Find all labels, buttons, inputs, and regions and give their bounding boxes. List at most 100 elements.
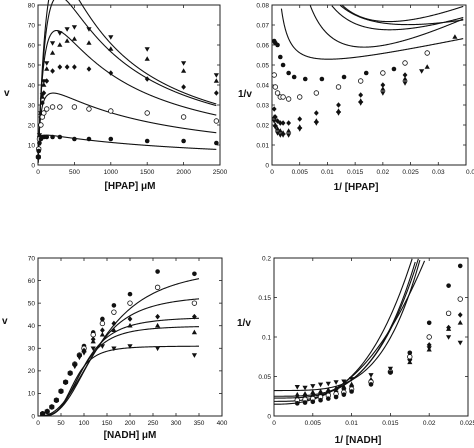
series-circle: [36, 134, 219, 160]
data-point: [213, 73, 219, 78]
data-point: [310, 399, 316, 405]
y-tick-label: 0.04: [256, 82, 269, 89]
y-tick-label: 10: [28, 142, 36, 149]
panel-0-ylabel: v: [4, 88, 10, 99]
data-point: [446, 283, 451, 288]
data-point: [127, 316, 133, 322]
y-tick-label: 20: [28, 122, 36, 129]
data-point: [191, 300, 198, 306]
x-tick-label: 0: [36, 420, 40, 427]
y-tick-label: 0.05: [256, 62, 269, 69]
data-point: [214, 140, 219, 146]
panel-3-ylabel: 1/v: [237, 318, 251, 329]
data-point: [144, 110, 150, 116]
data-point: [452, 34, 458, 39]
data-point: [341, 74, 347, 80]
x-tick-label: 1500: [140, 169, 155, 176]
data-point: [349, 381, 355, 387]
data-point: [317, 382, 324, 388]
data-point: [57, 31, 63, 36]
data-point: [349, 389, 354, 394]
x-tick-label: 1000: [104, 169, 119, 176]
data-point: [424, 50, 430, 56]
data-point: [57, 104, 63, 110]
fitted-curve: [38, 326, 200, 417]
data-point: [53, 398, 59, 403]
x-tick-label: 0.03: [432, 169, 445, 176]
data-point: [313, 110, 319, 116]
x-tick-label: 0.01: [321, 169, 334, 176]
panel-hpap-saturation: [HPAP] μM v 0 500 1000 1500 2000 2500 0 10 20 30 4…: [4, 0, 228, 192]
data-point: [286, 133, 292, 138]
x-tick-label: 400: [217, 420, 228, 427]
data-point: [368, 382, 374, 387]
panel-nadh-saturation: [NADH] μM v 0 50 100 150 200 250 300 350 400 0 10 2…: [2, 255, 228, 441]
data-point: [38, 122, 44, 128]
data-point: [402, 60, 408, 66]
data-point: [363, 70, 369, 76]
data-point: [271, 119, 277, 124]
data-point: [457, 319, 463, 325]
x-tick-label: 0.005: [305, 420, 322, 427]
data-point: [333, 380, 339, 385]
x-tick-label: 200: [125, 420, 136, 427]
data-point: [213, 78, 219, 83]
data-point: [64, 27, 70, 32]
data-point: [180, 114, 187, 120]
data-point: [86, 27, 92, 32]
data-point: [49, 405, 55, 410]
data-point: [50, 134, 55, 140]
data-point: [81, 351, 87, 356]
data-point: [86, 106, 92, 112]
data-point: [57, 134, 63, 140]
panel-3-xlabel: 1/ [NADH]: [335, 435, 382, 446]
data-point: [86, 66, 92, 72]
data-point: [155, 322, 161, 328]
data-point: [181, 84, 186, 90]
data-point: [41, 110, 47, 116]
data-point: [71, 104, 78, 110]
data-point: [380, 70, 386, 76]
y-tick-label: 60: [28, 42, 36, 49]
x-tick-label: 500: [69, 169, 80, 176]
data-point: [44, 409, 50, 415]
data-point: [297, 94, 303, 100]
data-point: [44, 134, 50, 140]
data-point: [318, 397, 323, 403]
data-point: [380, 86, 386, 91]
data-point: [144, 76, 150, 82]
data-point: [155, 313, 160, 320]
fitted-curve: [38, 317, 200, 417]
data-point: [49, 104, 56, 110]
data-point: [111, 327, 117, 333]
data-point: [275, 42, 280, 48]
data-point: [72, 136, 77, 142]
x-tick-label: 50: [57, 420, 65, 427]
fitted-curve: [37, 0, 217, 163]
fitted-curve: [37, 29, 217, 163]
data-point: [358, 92, 364, 98]
data-point: [274, 90, 281, 96]
data-point: [154, 284, 161, 291]
y-tick-label: 70: [28, 255, 36, 262]
x-tick-label: 2000: [176, 169, 191, 176]
data-point: [213, 90, 219, 96]
data-point: [58, 389, 64, 394]
y-tick-label: 40: [28, 82, 36, 89]
x-tick-label: 0: [272, 420, 276, 427]
data-point: [100, 316, 105, 322]
y-tick-label: 0.05: [258, 374, 271, 381]
data-point: [407, 354, 413, 360]
data-point: [325, 381, 331, 387]
data-point: [341, 379, 347, 385]
data-point: [127, 300, 133, 306]
data-point: [277, 120, 283, 126]
data-point: [191, 353, 197, 358]
data-point: [280, 133, 286, 138]
data-point: [67, 371, 73, 376]
series-circle-open: [271, 50, 430, 102]
y-tick-label: 0.06: [256, 42, 269, 49]
panel-2-ylabel: v: [2, 316, 8, 327]
data-point: [333, 385, 339, 391]
x-tick-label: 0.035: [466, 169, 474, 176]
